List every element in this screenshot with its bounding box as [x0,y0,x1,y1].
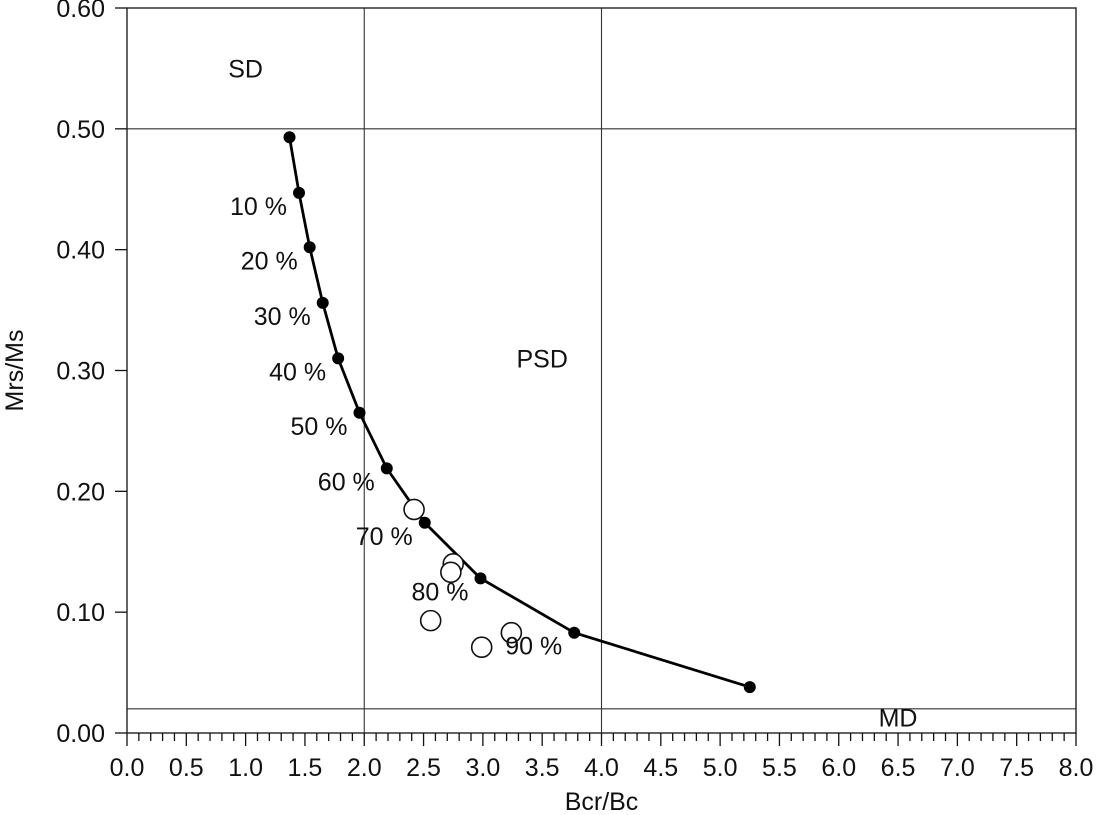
filled-point [316,296,329,309]
open-circle-markers [403,498,523,659]
filled-markers [283,131,756,694]
x-tick-label: 8.0 [1059,754,1094,782]
domain-boundaries [127,8,1076,733]
y-axis-title: Mrs/Ms [1,330,29,412]
percent-label: 60 % [318,468,375,496]
x-tick-label: 7.5 [999,754,1034,782]
percent-label: 40 % [269,358,326,386]
filled-point [568,626,581,639]
open-circle-point [419,609,442,632]
filled-point [474,572,487,585]
percent-label: 50 % [291,413,348,441]
y-tick-label: 0.40 [56,237,105,265]
x-tick-label: 4.5 [643,754,678,782]
region-label-md: MD [879,704,918,732]
open-circle-point [403,498,425,521]
filled-point [353,406,366,419]
filled-point [303,241,316,254]
x-axis: 0.0 0.5 1.0 1.5 2.0 2.5 3.0 3.5 4.0 4.5 5.0 5.5 6.0 6… [110,733,1094,782]
y-axis: 0.00 0.10 0.20 0.30 0.40 0.50 0.60 [56,0,127,748]
region-label-sd: SD [228,55,263,83]
filled-point [418,516,431,529]
percent-label: 20 % [241,247,298,275]
y-tick-label: 0.30 [56,358,105,386]
y-tick-label: 0.10 [56,599,105,627]
x-tick-label: 3.5 [525,754,560,782]
filled-point [380,462,393,475]
y-tick-label: 0.60 [56,0,105,23]
percent-label: 70 % [356,523,413,551]
x-tick-label: 6.5 [881,754,916,782]
x-tick-label: 1.0 [228,754,263,782]
x-tick-label: 4.0 [584,754,619,782]
x-tick-label: 2.5 [406,754,441,782]
percent-labels: 10 % 20 % 30 % 40 % 50 % 60 % 70 % 80 % 90 % [230,193,562,661]
percent-label: 90 % [505,633,562,661]
x-tick-label: 5.0 [703,754,738,782]
filled-point [283,131,296,144]
filled-point [293,186,306,199]
x-tick-label: 0.5 [169,754,204,782]
x-tick-label: 1.5 [288,754,323,782]
open-circle-point [470,636,493,659]
filled-point [332,352,345,365]
x-axis-title: Bcr/Bc [565,788,639,815]
open-circle-point [500,621,523,644]
x-tick-label: 5.5 [762,754,797,782]
x-tick-label: 2.0 [347,754,382,782]
x-tick-label: 3.0 [465,754,500,782]
filled-point [743,681,756,694]
y-tick-label: 0.50 [56,116,105,144]
x-tick-label: 0.0 [110,754,145,782]
x-tick-label: 6.0 [821,754,856,782]
percent-label: 80 % [412,578,469,606]
region-label-psd: PSD [516,345,567,373]
region-labels: SD PSD MD [228,55,917,732]
percent-label: 30 % [254,303,311,331]
x-tick-label: 7.0 [940,754,975,782]
open-circle-point [440,561,462,584]
y-tick-label: 0.00 [56,720,105,748]
percent-label: 10 % [230,193,287,221]
y-tick-label: 0.20 [56,478,105,506]
